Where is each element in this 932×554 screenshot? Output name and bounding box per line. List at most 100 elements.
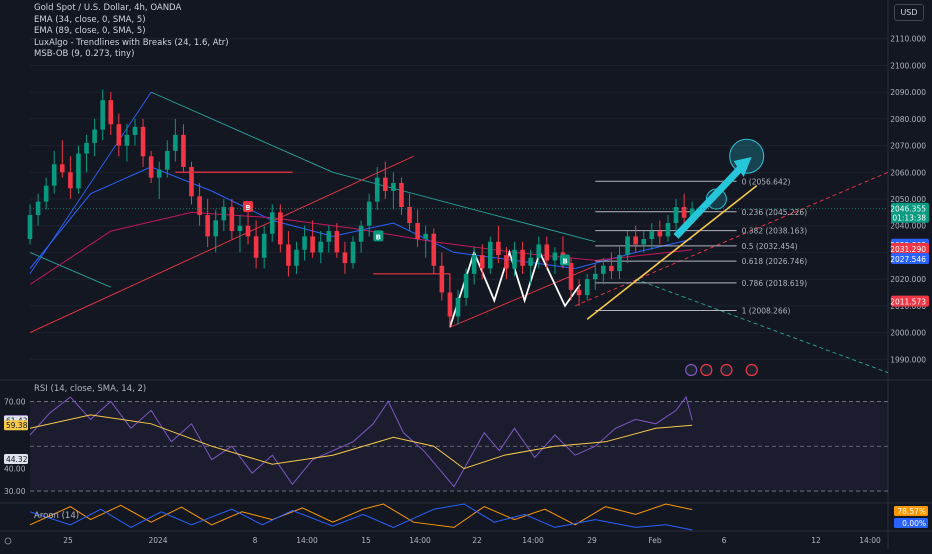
candle-body (391, 182, 396, 191)
candle-body (366, 201, 372, 226)
candle-body (173, 134, 178, 151)
economic-event-icon (700, 363, 713, 377)
time-tick-label: 14:00 (522, 536, 544, 545)
timezone-icon (4, 537, 12, 545)
candle-body (358, 225, 364, 242)
aroon-value-tag: 0.00% (902, 519, 926, 528)
price-tag-box (891, 202, 929, 223)
fib-label: 0.618 (2026.746) (742, 257, 808, 266)
candle-body (601, 265, 606, 274)
channel-line (586, 185, 758, 320)
candle-body (294, 249, 299, 266)
candle-body (544, 244, 550, 261)
time-tick-label: 29 (587, 536, 597, 545)
candle-body (641, 239, 647, 245)
candle-body (423, 233, 428, 240)
time-tick-label: 22 (472, 536, 482, 545)
break-marker-label: B (562, 257, 567, 265)
time-tick-label: 6 (722, 536, 727, 545)
rsi-tick-label: 40.00 (4, 465, 26, 474)
candle-body (496, 241, 501, 256)
rsi-legend[interactable]: RSI (14, close, SMA, 14, 2) (34, 384, 147, 394)
price-tag-box (891, 242, 929, 254)
aroon-tag-box (894, 506, 928, 516)
candle-body (132, 126, 138, 135)
candle-body (471, 255, 477, 274)
time-tick-label: 25 (63, 536, 73, 545)
candle-body (84, 142, 89, 154)
currency-button[interactable]: USD (894, 4, 924, 21)
aroon-down-line (29, 503, 693, 531)
price-tick-label: 2110.000 (890, 35, 926, 44)
price-tag: 2046.355 (890, 205, 926, 214)
candle-body (148, 156, 154, 178)
zigzag-pattern (449, 249, 581, 328)
candle-body (447, 292, 453, 317)
candle-body (334, 231, 340, 253)
economic-event-icon (720, 363, 733, 377)
candle-body (512, 249, 517, 269)
break-marker-box (373, 230, 384, 242)
candle-body (92, 129, 97, 143)
legend-trendlines[interactable]: LuxAlgo - Trendlines with Breaks (24, 1.… (34, 37, 229, 48)
fib-label: 0 (2056.642) (742, 177, 791, 186)
aroon-value-tag: 78.57% (897, 507, 926, 516)
legend-symbol[interactable]: Gold Spot / U.S. Dollar, 4h, OANDA (34, 3, 182, 13)
break-marker-label: B (376, 233, 381, 241)
target-arrow (673, 164, 745, 239)
price-tick-label: 2070.000 (890, 142, 926, 151)
candle-body (51, 164, 57, 186)
candle-body (318, 241, 324, 253)
price-tick-label: 2090.000 (890, 88, 926, 97)
price-tag: 2011.573 (890, 298, 926, 307)
candle-body (625, 236, 630, 256)
price-tick-label: 2060.000 (890, 168, 926, 177)
candle-body (164, 150, 170, 170)
legend-ema89[interactable]: EMA (89, close, 0, SMA, 5) (34, 26, 146, 37)
price-tag-box (891, 252, 929, 264)
break-marker-box (243, 201, 254, 213)
legend-msb-ob[interactable]: MSB-OB (9, 0.273, tiny) (34, 49, 135, 60)
candle-body (568, 263, 574, 290)
candle-body (665, 223, 671, 237)
rsi-tag-box (4, 420, 28, 431)
candle-body (415, 223, 420, 240)
time-tick-label: 14:00 (859, 536, 881, 545)
candle-body (576, 289, 582, 296)
candle-body (189, 166, 194, 197)
candle-body (479, 255, 485, 269)
legend-ema34[interactable]: EMA (34, close, 0, SMA, 5) (34, 14, 146, 25)
candle-body (140, 126, 146, 157)
candle-body (181, 134, 186, 167)
break-marker: B (559, 254, 570, 266)
candle-body (229, 207, 235, 232)
time-tick-label: 12 (811, 536, 821, 545)
target-arrowhead (733, 156, 752, 177)
candle-body (253, 236, 259, 258)
price-tick-label: 2020.000 (890, 275, 926, 284)
price-tag-box (891, 295, 929, 307)
rsi-tick-label: 70.00 (4, 397, 26, 406)
time-tick-label: 8 (253, 536, 258, 545)
countdown-tag: 01:13:38 (892, 214, 926, 223)
candle-body (100, 100, 105, 130)
price-tick-label: 2040.000 (890, 222, 926, 231)
candle-body (439, 265, 445, 293)
candle-body (197, 196, 202, 216)
candle-body (617, 255, 622, 272)
break-marker-label: B (245, 204, 250, 212)
fib-label: 0.786 (2018.619) (742, 279, 808, 288)
support-line (29, 252, 111, 288)
aroon-legend[interactable]: Aroon (14) (34, 511, 80, 521)
price-tick-label: 2050.000 (890, 195, 926, 204)
candle-body (681, 207, 687, 218)
price-tick-label: 2000.000 (890, 329, 926, 338)
time-tick-label: 15 (361, 536, 371, 545)
candle-body (237, 225, 243, 232)
candle-body (504, 255, 509, 269)
candle-body (592, 273, 598, 280)
candle-body (68, 172, 73, 189)
time-tick-label: 14:00 (409, 536, 431, 545)
